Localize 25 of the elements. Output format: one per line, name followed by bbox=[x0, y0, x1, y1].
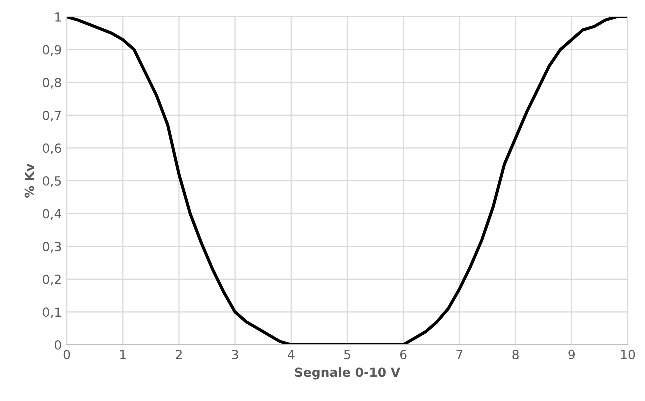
x-tick-label: 0 bbox=[64, 350, 70, 360]
x-tick-label: 7 bbox=[456, 350, 463, 360]
x-tick-label: 4 bbox=[288, 350, 295, 360]
y-tick-label: 0,7 bbox=[43, 110, 62, 122]
x-tick-label: 2 bbox=[176, 350, 182, 360]
y-tick-label: 0,6 bbox=[43, 144, 62, 154]
y-tick-label: 0 bbox=[55, 340, 62, 350]
x-tick-label: 1 bbox=[120, 350, 126, 360]
y-tick-label: 0,8 bbox=[43, 78, 62, 89]
x-tick-label: 10 bbox=[621, 350, 636, 360]
x-tick-label: 5 bbox=[344, 350, 350, 360]
x-tick-label: 9 bbox=[568, 350, 575, 360]
y-tick-label: 1 bbox=[56, 12, 61, 22]
y-tick-label: 0,5 bbox=[43, 176, 62, 188]
y-axis-title: % Kv bbox=[24, 164, 34, 198]
y-tick-label: 0,4 bbox=[43, 209, 62, 220]
x-tick-label: 3 bbox=[232, 350, 238, 360]
x-tick-label: 6 bbox=[400, 350, 407, 360]
y-tick-label: 0,2 bbox=[43, 274, 61, 286]
line-series bbox=[67, 17, 628, 345]
y-tick-label: 0,1 bbox=[43, 308, 61, 318]
y-tick-label: 0,9 bbox=[43, 45, 62, 56]
x-tick-label: 8 bbox=[512, 350, 519, 360]
x-axis-title: Segnale 0-10 V bbox=[295, 368, 401, 380]
y-tick-label: 0,3 bbox=[43, 242, 62, 253]
